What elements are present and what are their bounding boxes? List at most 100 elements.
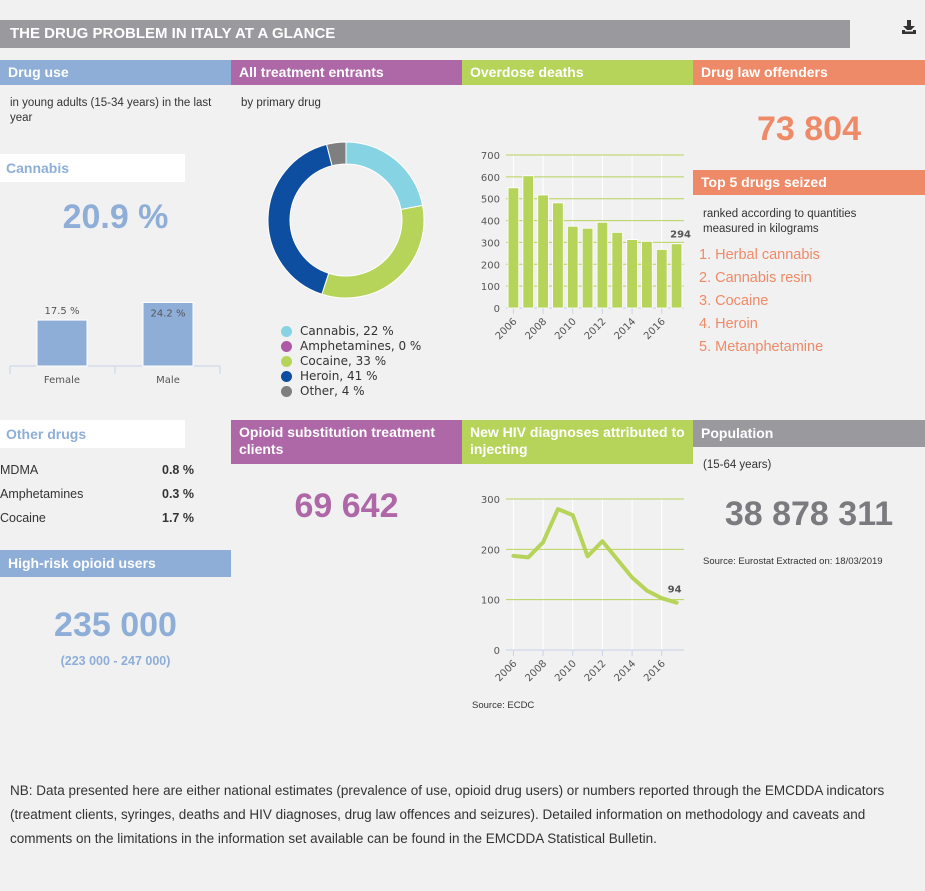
footnote: NB: Data presented here are either natio…	[10, 783, 885, 846]
legend-label: Heroin, 41 %	[300, 369, 378, 383]
legend-item[interactable]: Cannabis, 22 %	[281, 324, 421, 339]
y-tick-label: 0	[494, 304, 500, 315]
population-subtitle: (15-64 years)	[703, 459, 772, 471]
x-tick-label: 2012	[583, 658, 609, 684]
hiv-source: Source: ECDC	[472, 700, 535, 711]
legend-dot-icon	[281, 371, 292, 382]
x-tick-label: 2016	[642, 658, 668, 684]
legend-dot-icon	[281, 326, 292, 337]
gender-bar-label: 24.2 %	[151, 308, 186, 319]
overdose-bar	[581, 227, 594, 309]
y-tick-label: 300	[481, 238, 500, 249]
x-tick-label: 2006	[494, 658, 520, 684]
legend-label: Other, 4 %	[300, 384, 365, 398]
overdose-bar	[567, 225, 579, 309]
legend-label: Cannabis, 22 %	[300, 324, 394, 338]
legend-dot-icon	[281, 386, 292, 397]
high-risk-header: High-risk opioid users	[0, 550, 231, 577]
x-tick-label: 2012	[583, 316, 609, 342]
table-row: MDMA 0.8 %	[0, 463, 194, 477]
donut-slice-cannabis	[345, 141, 424, 211]
legend-dot-icon	[281, 356, 292, 367]
y-tick-label: 0	[494, 646, 500, 657]
treatment-legend: Cannabis, 22 % Amphetamines, 0 % Cocaine, …	[281, 324, 421, 399]
y-tick-label: 600	[481, 173, 500, 184]
seized-item: 4. Heroin	[699, 316, 758, 332]
table-row: Amphetamines 0.3 %	[0, 487, 194, 501]
hiv-header: New HIV diagnoses attributed to injectin…	[462, 420, 693, 464]
population-source: Source: Eurostat Extracted on: 18/03/201…	[703, 556, 883, 567]
overdose-bar	[537, 194, 549, 309]
seized-item: 3. Cocaine	[699, 293, 769, 309]
page-title: THE DRUG PROBLEM IN ITALY AT A GLANCE	[0, 20, 850, 48]
x-tick-label: 2014	[612, 316, 638, 342]
y-tick-label: 300	[481, 495, 500, 506]
legend-dot-icon	[281, 341, 292, 352]
seized-list: 1. Herbal cannabis 2. Cannabis resin 3. …	[699, 244, 823, 359]
download-icon[interactable]	[900, 18, 918, 36]
hiv-line-chart: 0 100 200 300 2006 2008 2010 2012 2014 2016 94	[481, 495, 684, 684]
x-tick-label: 2014	[612, 658, 638, 684]
treatment-header: All treatment entrants	[231, 60, 462, 85]
seized-subtitle: ranked according to quantities measured …	[703, 208, 857, 235]
donut-slice-cocaine	[321, 204, 425, 299]
high-risk-value: 235 000	[54, 606, 177, 644]
y-tick-label: 200	[481, 545, 500, 556]
y-tick-label: 100	[481, 282, 500, 293]
overdose-bar	[611, 231, 623, 309]
other-drugs-header: Other drugs	[0, 420, 185, 448]
other-drugs-table: MDMA 0.8 % Amphetamines 0.3 % Cocaine 1.7 %	[0, 458, 200, 530]
treatment-donut-chart	[267, 141, 425, 299]
seized-item: 2. Cannabis resin	[699, 270, 812, 286]
offenders-value: 73 804	[757, 110, 861, 148]
population-value: 38 878 311	[724, 495, 894, 533]
y-tick-label: 700	[481, 151, 500, 162]
cannabis-value: 20.9 %	[62, 198, 169, 236]
legend-label: Amphetamines, 0 %	[300, 339, 422, 353]
drug-use-subtitle: in young adults (15-34 years) in the las…	[10, 97, 212, 124]
cannabis-label: Cannabis	[0, 154, 185, 182]
donut-slice-other	[325, 141, 347, 167]
hiv-line	[511, 507, 679, 605]
legend-item[interactable]: Amphetamines, 0 %	[281, 339, 421, 354]
y-tick-label: 500	[481, 195, 500, 206]
x-tick-label: 2010	[553, 658, 579, 684]
gender-category-label: Male	[156, 375, 180, 386]
y-tick-label: 200	[481, 260, 500, 271]
overdose-bar	[670, 243, 683, 309]
legend-item[interactable]: Other, 4 %	[281, 384, 421, 399]
hiv-last-value-label: 94	[668, 585, 682, 596]
population-header: Population	[693, 420, 925, 447]
seized-header: Top 5 drugs seized	[693, 170, 925, 195]
table-row: Cocaine 1.7 %	[0, 511, 194, 525]
y-tick-label: 100	[481, 596, 500, 607]
seized-item: 1. Herbal cannabis	[699, 247, 820, 263]
x-tick-label: 2010	[553, 316, 579, 342]
overdose-bar	[626, 239, 638, 309]
gender-bar-chart: 17.5 % Female 24.2 % Male	[9, 301, 221, 386]
legend-item[interactable]: Heroin, 41 %	[281, 369, 421, 384]
overdose-bar	[507, 187, 520, 309]
x-tick-label: 2006	[494, 316, 520, 342]
overdose-last-value-label: 294	[670, 230, 691, 241]
high-risk-range: (223 000 - 247 000)	[60, 654, 171, 668]
overdose-bar	[641, 240, 653, 309]
ost-value: 69 642	[294, 487, 399, 525]
x-tick-label: 2016	[642, 316, 668, 342]
x-tick-label: 2008	[523, 658, 549, 684]
y-tick-label: 400	[481, 217, 500, 228]
offenders-header: Drug law offenders	[693, 60, 925, 85]
overdose-bar	[552, 202, 564, 309]
overdose-bar	[596, 221, 609, 309]
legend-item[interactable]: Cocaine, 33 %	[281, 354, 421, 369]
overdose-header: Overdose deaths	[462, 60, 693, 85]
gender-bar	[36, 319, 88, 367]
seized-item: 5. Metanphetamine	[699, 339, 824, 355]
legend-label: Cocaine, 33 %	[300, 354, 387, 368]
gender-bar-label: 17.5 %	[45, 306, 80, 317]
treatment-subtitle: by primary drug	[241, 97, 321, 109]
drug-use-header: Drug use	[0, 60, 231, 85]
gender-category-label: Female	[44, 375, 80, 386]
donut-slice-heroin	[267, 143, 333, 295]
gender-bar	[142, 301, 194, 367]
